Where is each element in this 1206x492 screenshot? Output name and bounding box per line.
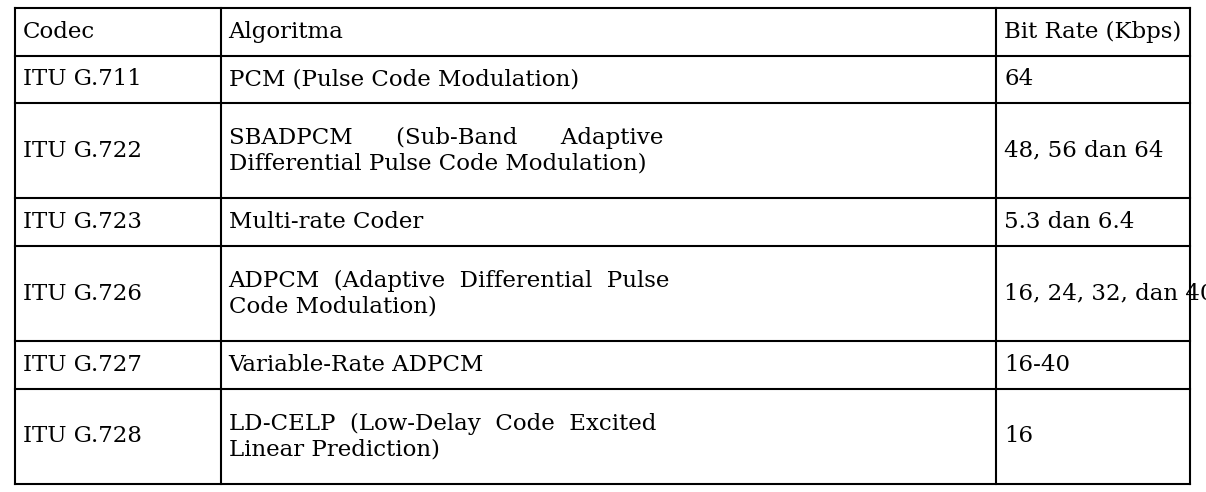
Text: 5.3 dan 6.4: 5.3 dan 6.4 (1005, 211, 1135, 233)
Text: Multi-rate Coder: Multi-rate Coder (229, 211, 423, 233)
Text: PCM (Pulse Code Modulation): PCM (Pulse Code Modulation) (229, 68, 579, 91)
Text: 16: 16 (1005, 426, 1034, 447)
Text: Codec: Codec (23, 21, 95, 43)
Text: Code Modulation): Code Modulation) (229, 295, 437, 317)
Text: ITU G.728: ITU G.728 (23, 426, 142, 447)
Text: 64: 64 (1005, 68, 1034, 91)
Text: ADPCM  (Adaptive  Differential  Pulse: ADPCM (Adaptive Differential Pulse (229, 270, 671, 292)
Text: 16-40: 16-40 (1005, 354, 1070, 376)
Text: Differential Pulse Code Modulation): Differential Pulse Code Modulation) (229, 153, 646, 175)
Text: Algoritma: Algoritma (229, 21, 344, 43)
Text: Linear Prediction): Linear Prediction) (229, 438, 439, 460)
Text: ITU G.711: ITU G.711 (23, 68, 142, 91)
Text: ITU G.723: ITU G.723 (23, 211, 142, 233)
Text: SBADPCM      (Sub-Band      Adaptive: SBADPCM (Sub-Band Adaptive (229, 127, 663, 149)
Text: LD-CELP  (Low-Delay  Code  Excited: LD-CELP (Low-Delay Code Excited (229, 413, 656, 434)
Text: Bit Rate (Kbps): Bit Rate (Kbps) (1005, 21, 1182, 43)
Text: ITU G.727: ITU G.727 (23, 354, 142, 376)
Text: ITU G.726: ITU G.726 (23, 282, 142, 305)
Text: ITU G.722: ITU G.722 (23, 140, 142, 162)
Text: Variable-Rate ADPCM: Variable-Rate ADPCM (229, 354, 484, 376)
Text: 16, 24, 32, dan 40: 16, 24, 32, dan 40 (1005, 282, 1206, 305)
Text: 48, 56 dan 64: 48, 56 dan 64 (1005, 140, 1164, 162)
